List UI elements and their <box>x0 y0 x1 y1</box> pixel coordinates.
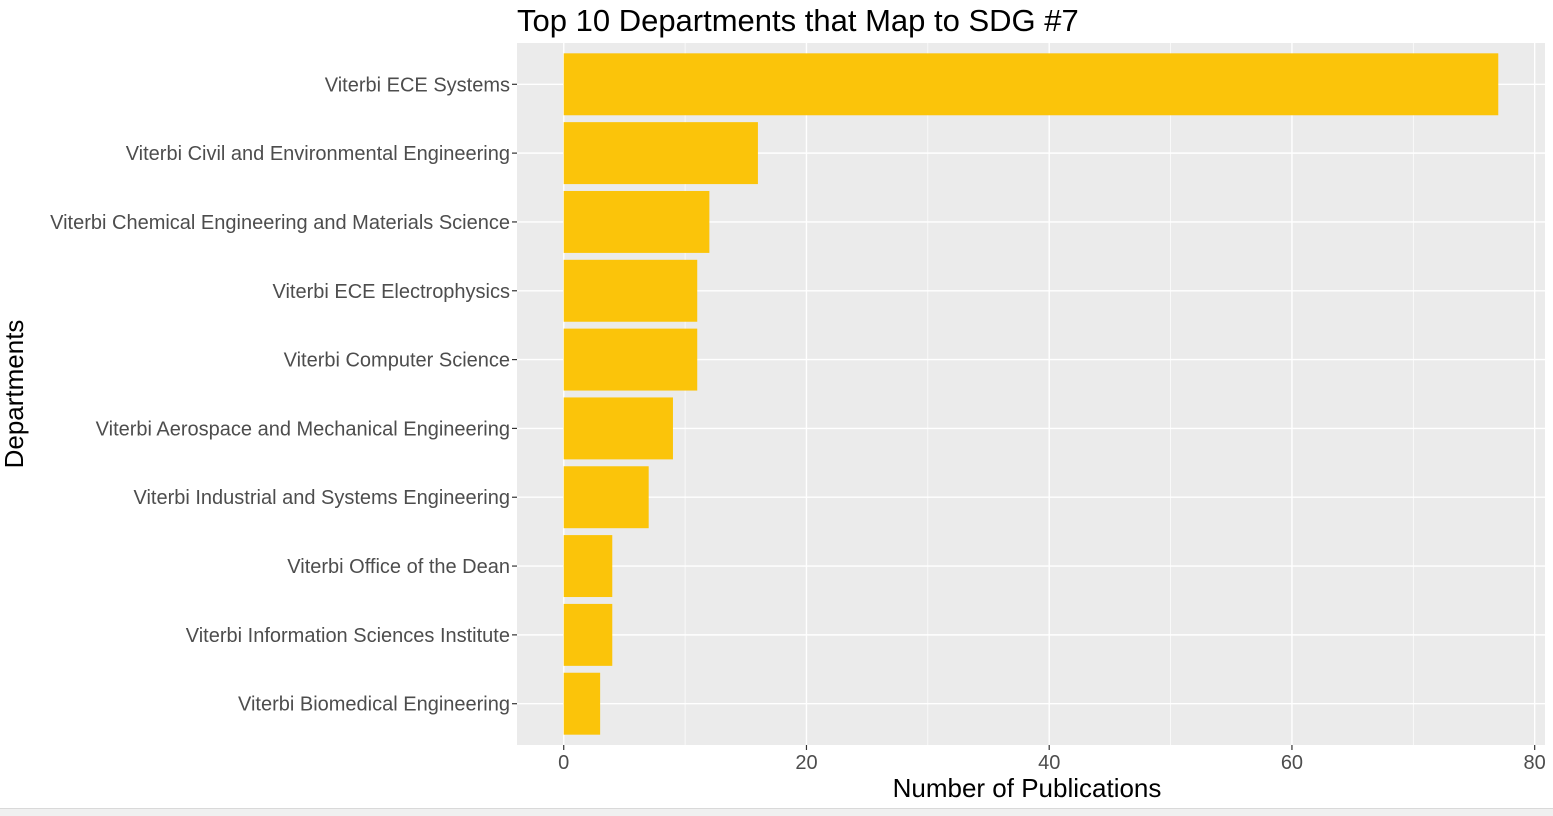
bar <box>563 466 649 529</box>
x-tick-label: 20 <box>795 752 817 774</box>
x-tick-label: 80 <box>1524 752 1546 774</box>
bar <box>563 672 601 735</box>
bar <box>563 190 710 253</box>
bar <box>563 53 1499 116</box>
y-tick-label: Viterbi Chemical Engineering and Materia… <box>50 212 510 234</box>
bar <box>563 535 613 598</box>
y-tick-label: Viterbi Computer Science <box>284 350 510 372</box>
y-tick-label: Viterbi Civil and Environmental Engineer… <box>126 143 510 165</box>
y-tick-label: Viterbi Biomedical Engineering <box>238 694 510 716</box>
bar <box>563 259 698 322</box>
y-tick-label: Viterbi Office of the Dean <box>287 556 510 578</box>
y-tick-label: Viterbi Information Sciences Institute <box>186 625 510 647</box>
bars <box>563 53 1499 735</box>
bar <box>563 397 673 460</box>
x-tick-label: 60 <box>1281 752 1303 774</box>
y-axis-ticks: Viterbi ECE Systems Viterbi Civil and Env… <box>50 74 517 716</box>
x-axis-title: Number of Publications <box>893 773 1162 803</box>
x-tick-label: 40 <box>1038 752 1060 774</box>
bar <box>563 122 758 185</box>
x-axis-ticks: 0 20 40 60 80 <box>558 745 1546 774</box>
y-axis-title: Departments <box>0 320 29 469</box>
y-tick-label: Viterbi Aerospace and Mechanical Enginee… <box>96 418 510 440</box>
window-bottom-strip <box>0 808 1553 816</box>
y-tick-label: Viterbi ECE Electrophysics <box>273 281 511 303</box>
y-tick-label: Viterbi ECE Systems <box>325 74 510 96</box>
bar <box>563 603 613 666</box>
x-tick-label: 0 <box>558 752 569 774</box>
bar <box>563 328 698 391</box>
chart-title: Top 10 Departments that Map to SDG #7 <box>517 3 1079 38</box>
y-tick-label: Viterbi Industrial and Systems Engineeri… <box>133 487 510 509</box>
